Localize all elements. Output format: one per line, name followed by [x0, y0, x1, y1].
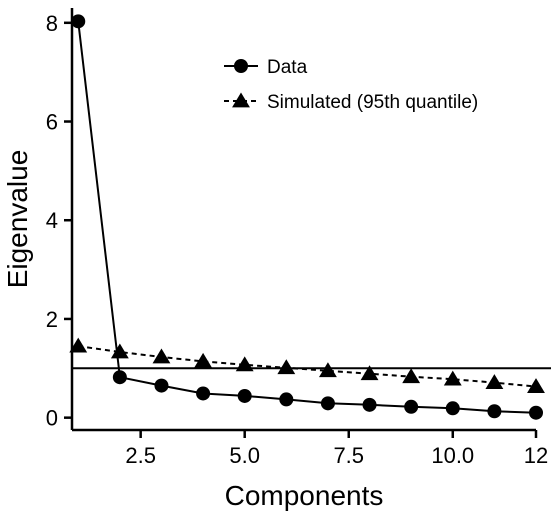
x-axis-title: Components [225, 480, 384, 511]
data-point [402, 368, 421, 384]
series-2 [69, 337, 545, 393]
data-point [235, 356, 254, 372]
data-point [360, 365, 379, 381]
y-tick-label: 4 [46, 208, 58, 233]
data-point [485, 374, 504, 389]
data-point [527, 378, 545, 393]
data-point [194, 352, 213, 368]
y-tick-label: 8 [46, 11, 58, 36]
data-point [196, 386, 211, 401]
x-tick-label: 2.5 [125, 443, 156, 468]
data-point [277, 359, 296, 375]
data-point [443, 370, 462, 386]
data-point [320, 396, 335, 411]
series-group [69, 14, 545, 420]
data-point [154, 378, 169, 393]
y-tick-label: 2 [46, 307, 58, 332]
legend-marker [232, 92, 250, 108]
x-tick-label: 5.0 [229, 443, 260, 468]
data-point [279, 392, 294, 407]
data-point [445, 401, 460, 416]
data-point [110, 343, 129, 359]
legend: Data Simulated (95th quantile) [224, 57, 478, 113]
data-point [69, 337, 88, 353]
data-point [152, 348, 171, 364]
y-axis-title: Eigenvalue [2, 150, 33, 289]
y-tick-label: 6 [46, 110, 58, 135]
x-tick-label: 7.5 [333, 443, 364, 468]
data-point [404, 399, 419, 414]
series-line [77, 21, 537, 414]
legend-label: Simulated (95th quantile) [267, 92, 478, 113]
data-point [319, 362, 337, 378]
y-tick-label: 0 [46, 406, 58, 431]
series-1 [71, 14, 543, 420]
x-tick-label: 10.0 [431, 443, 474, 468]
data-point [71, 14, 86, 29]
legend-marker [234, 59, 248, 73]
series-line [78, 345, 537, 388]
x-tick-label: 12 [524, 443, 548, 468]
data-point [362, 397, 377, 412]
data-point [487, 404, 502, 419]
axes: 0 2 4 6 8 2.5 5.0 7.5 10.0 12 [46, 8, 548, 468]
data-point [112, 370, 127, 385]
legend-label: Data [267, 57, 308, 78]
data-point [237, 388, 252, 403]
data-point [529, 405, 543, 420]
